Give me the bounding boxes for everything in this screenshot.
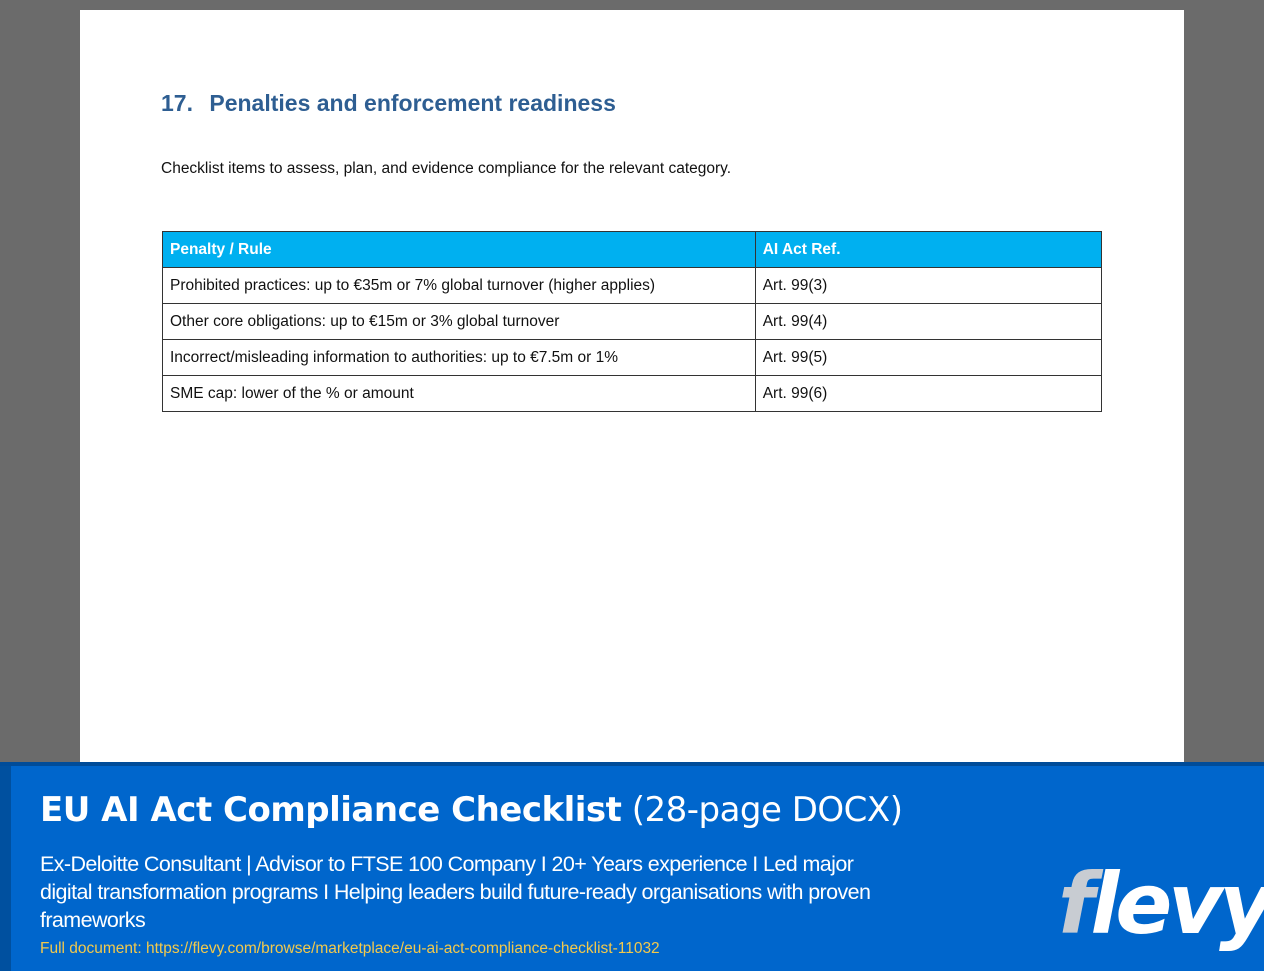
flevy-logo[interactable]: flevy [1058,862,1264,946]
penalty-cell: Incorrect/misleading information to auth… [162,339,756,376]
table-row: Incorrect/misleading information to auth… [162,339,1103,376]
section-heading: 17. Penalties and enforcement readiness [161,90,616,117]
document-page: 17. Penalties and enforcement readiness … [80,10,1184,770]
table-row: SME cap: lower of the % or amount Art. 9… [162,375,1103,412]
penalty-cell: Prohibited practices: up to €35m or 7% g… [162,267,756,304]
promo-banner: EU AI Act Compliance Checklist (28-page … [0,762,1264,971]
reference-cell: Art. 99(4) [754,303,1103,340]
column-header-penalty: Penalty / Rule [162,231,756,268]
penalty-cell: SME cap: lower of the % or amount [162,375,756,412]
reference-cell: Art. 99(5) [754,339,1103,376]
table-row: Other core obligations: up to €15m or 3%… [162,303,1103,340]
logo-letter-f: f [1058,855,1094,953]
column-header-reference: AI Act Ref. [754,231,1103,268]
section-number: 17. [161,90,193,116]
section-title: Penalties and enforcement readiness [209,90,616,116]
reference-cell: Art. 99(3) [754,267,1103,304]
banner-title: EU AI Act Compliance Checklist (28-page … [40,790,903,830]
table-header-row: Penalty / Rule AI Act Ref. [162,231,1103,268]
banner-description: Ex-Deloitte Consultant | Advisor to FTSE… [40,852,871,932]
penalty-cell: Other core obligations: up to €15m or 3%… [162,303,756,340]
section-intro: Checklist items to assess, plan, and evi… [161,160,732,177]
banner-title-main: EU AI Act Compliance Checklist [40,790,622,830]
banner-title-format: (28-page DOCX) [631,790,903,830]
table-row: Prohibited practices: up to €35m or 7% g… [162,267,1103,304]
full-document-link[interactable]: Full document: https://flevy.com/browse/… [40,940,660,957]
logo-text: levy [1090,855,1264,953]
banner-edge [0,766,11,971]
penalties-table: Penalty / Rule AI Act Ref. Prohibited pr… [162,231,1103,412]
reference-cell: Art. 99(6) [754,375,1103,412]
